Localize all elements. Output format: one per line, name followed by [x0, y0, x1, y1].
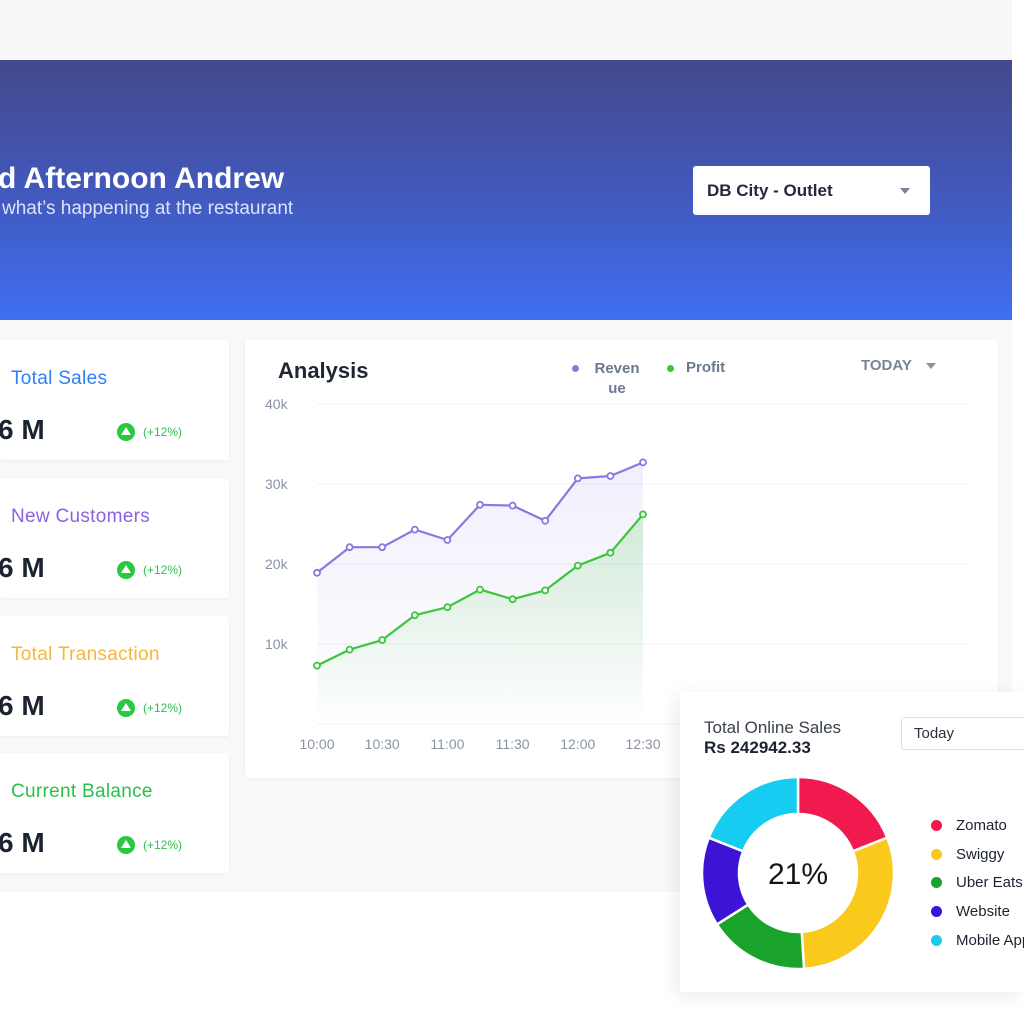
pie-legend: Zomato Swiggy Uber Eats Website Mobile A…	[931, 811, 1024, 955]
data-point-revenue[interactable]	[606, 472, 615, 480]
data-point-revenue[interactable]	[313, 568, 321, 577]
pie-legend-item: Website	[931, 897, 1024, 926]
legend-dot-icon	[572, 365, 579, 372]
arrow-up-icon	[117, 423, 135, 441]
stat-change-badge: (+12%)	[117, 699, 182, 717]
stat-label: Total Sales	[11, 368, 108, 389]
stat-label: New Customers	[11, 506, 151, 527]
online-sales-amount: Rs 242942.33	[704, 738, 811, 757]
data-point-revenue[interactable]	[410, 525, 419, 534]
data-point-revenue[interactable]	[508, 501, 517, 510]
legend-dot-icon	[931, 935, 942, 947]
stat-change: (+12%)	[143, 838, 183, 852]
legend-dot-icon	[931, 906, 942, 918]
data-point-profit[interactable]	[313, 661, 321, 670]
pie-legend-item: Uber Eats	[931, 869, 1024, 898]
x-tick-label: 10:00	[299, 736, 334, 752]
x-tick-label: 11:30	[496, 736, 530, 752]
data-point-profit[interactable]	[606, 548, 615, 557]
donut-slice-zomato[interactable]	[796, 775, 889, 853]
top-strip	[0, 0, 1012, 60]
legend-dot-icon	[667, 365, 674, 372]
greeting-title: d Afternoon Andrew	[0, 162, 285, 195]
stat-value: 6 M	[0, 552, 45, 583]
pie-legend-label: Website	[956, 903, 1010, 921]
stat-label: Total Transaction	[11, 644, 160, 665]
stat-value: 6 M	[0, 414, 45, 445]
data-point-profit[interactable]	[345, 645, 354, 654]
legend-dot-icon	[931, 819, 942, 831]
y-tick-label: 30k	[265, 476, 289, 492]
data-point-revenue[interactable]	[639, 458, 647, 467]
arrow-up-icon	[117, 561, 135, 579]
online-sales-title: Total Online Sales	[704, 718, 842, 737]
legend-profit[interactable]: Profit	[667, 359, 725, 376]
data-point-profit[interactable]	[541, 586, 550, 595]
series-area-profit	[317, 514, 643, 724]
data-point-revenue[interactable]	[443, 536, 452, 544]
stat-change: (+12%)	[143, 563, 183, 577]
chevron-down-icon	[925, 362, 936, 369]
greeting-subtitle: what’s happening at the restaurant	[2, 198, 294, 219]
stat-value: 6 M	[0, 690, 45, 721]
data-point-profit[interactable]	[378, 636, 387, 644]
range-select-value: TODAY	[861, 357, 912, 374]
stat-card-total-transaction: Total Transaction 6 M (+12%)	[0, 616, 229, 736]
analysis-line-chart: 10k 20k 30k 40k 10:00 10:30 11:00 11:30 12:00 12:…	[265, 396, 967, 752]
pie-legend-label: Uber Eats	[956, 874, 1023, 892]
stat-value: 6 M	[0, 827, 45, 858]
online-sales-donut-chart: 21%	[700, 775, 896, 971]
data-point-revenue[interactable]	[476, 500, 484, 509]
outlet-select-value: DB City - Outlet	[707, 180, 833, 200]
x-tick-label: 10:30	[365, 736, 400, 752]
arrow-up-icon	[117, 699, 135, 717]
stat-card-current-balance: Current Balance 6 M (+12%)	[0, 753, 229, 873]
donut-slice-swiggy[interactable]	[800, 836, 896, 971]
arrow-up-icon	[117, 836, 135, 854]
chevron-down-icon	[900, 187, 910, 194]
donut-center-label: 21%	[768, 858, 828, 891]
period-select[interactable]: Today	[901, 717, 1024, 750]
stat-change: (+12%)	[143, 425, 183, 439]
pie-legend-item: Zomato	[931, 811, 1024, 840]
welcome-banner: d Afternoon Andrew what’s happening at t…	[0, 60, 1012, 320]
pie-legend-label: Zomato	[956, 816, 1007, 834]
x-tick-label: 12:00	[560, 736, 595, 752]
stat-label: Current Balance	[11, 781, 153, 802]
x-tick-label: 12:30	[625, 736, 660, 752]
pie-legend-label: Mobile App	[956, 932, 1024, 950]
data-point-profit[interactable]	[508, 595, 517, 604]
legend-dot-icon	[931, 877, 942, 889]
legend-revenue-label: Revenue	[594, 360, 640, 397]
stat-change-badge: (+12%)	[117, 423, 182, 441]
stat-change: (+12%)	[143, 701, 183, 715]
donut-slice-mobile-app[interactable]	[707, 775, 800, 853]
stat-card-new-customers: New Customers 6 M (+12%)	[0, 478, 229, 598]
data-point-revenue[interactable]	[541, 516, 550, 525]
stat-change-badge: (+12%)	[117, 836, 182, 854]
legend-revenue[interactable]: Revenue	[572, 359, 643, 399]
pie-legend-item: Swiggy	[931, 840, 1024, 869]
data-point-profit[interactable]	[639, 510, 647, 519]
y-tick-label: 40k	[265, 396, 289, 412]
pie-legend-label: Swiggy	[956, 845, 1005, 863]
pie-legend-item: Mobile App	[931, 926, 1024, 955]
data-point-revenue[interactable]	[573, 474, 582, 483]
data-point-profit[interactable]	[573, 561, 582, 570]
data-point-revenue[interactable]	[378, 543, 387, 552]
stat-card-total-sales: Total Sales 6 M (+12%)	[0, 340, 229, 460]
y-tick-label: 10k	[265, 636, 289, 652]
legend-profit-label: Profit	[686, 359, 726, 376]
y-tick-label: 20k	[265, 556, 289, 572]
x-tick-label: 11:00	[430, 736, 464, 752]
data-point-profit[interactable]	[410, 611, 419, 620]
data-point-revenue[interactable]	[345, 543, 354, 552]
analysis-title: Analysis	[278, 358, 369, 383]
data-point-profit[interactable]	[476, 585, 484, 594]
stat-change-badge: (+12%)	[117, 561, 182, 579]
data-point-profit[interactable]	[443, 603, 452, 612]
legend-dot-icon	[931, 848, 942, 860]
outlet-select[interactable]: DB City - Outlet	[693, 166, 930, 215]
range-select[interactable]: TODAY	[861, 357, 936, 374]
